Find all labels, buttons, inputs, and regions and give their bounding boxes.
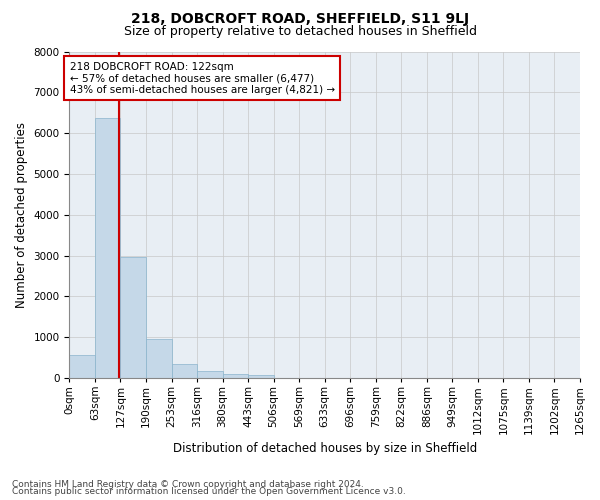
Bar bbox=[146, 339, 172, 378]
Bar bbox=[121, 257, 146, 378]
Text: Contains HM Land Registry data © Crown copyright and database right 2024.: Contains HM Land Registry data © Crown c… bbox=[12, 480, 364, 489]
Bar bbox=[223, 374, 248, 378]
Bar bbox=[70, 355, 95, 378]
Text: 218 DOBCROFT ROAD: 122sqm
← 57% of detached houses are smaller (6,477)
43% of se: 218 DOBCROFT ROAD: 122sqm ← 57% of detac… bbox=[70, 62, 335, 95]
Bar bbox=[172, 364, 197, 378]
Bar bbox=[95, 118, 121, 378]
Text: Contains public sector information licensed under the Open Government Licence v3: Contains public sector information licen… bbox=[12, 487, 406, 496]
Y-axis label: Number of detached properties: Number of detached properties bbox=[15, 122, 28, 308]
Bar bbox=[248, 375, 274, 378]
X-axis label: Distribution of detached houses by size in Sheffield: Distribution of detached houses by size … bbox=[173, 442, 477, 455]
Text: Size of property relative to detached houses in Sheffield: Size of property relative to detached ho… bbox=[124, 25, 476, 38]
Text: 218, DOBCROFT ROAD, SHEFFIELD, S11 9LJ: 218, DOBCROFT ROAD, SHEFFIELD, S11 9LJ bbox=[131, 12, 469, 26]
Bar bbox=[197, 372, 223, 378]
